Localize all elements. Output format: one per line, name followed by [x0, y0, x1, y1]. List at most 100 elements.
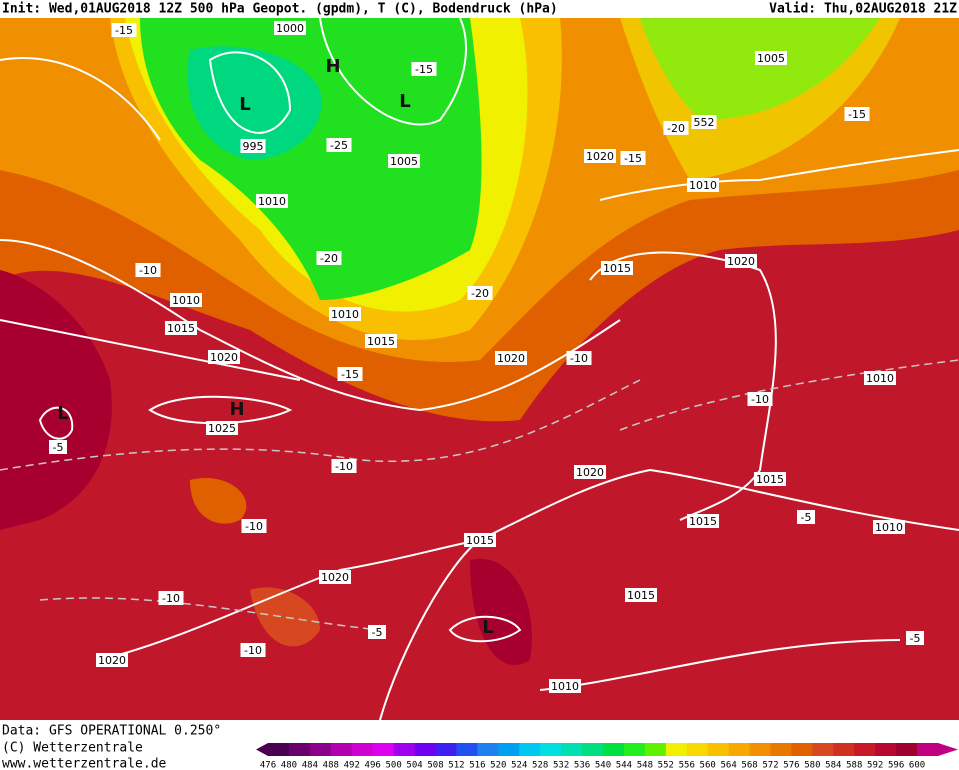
label-box	[365, 334, 397, 348]
legend-label: 556	[679, 761, 695, 770]
contour-label: -5	[372, 626, 383, 639]
label-box	[135, 263, 161, 277]
legend-swatch	[812, 743, 834, 756]
pressure-center: L	[57, 403, 68, 424]
legend-swatch	[728, 743, 751, 756]
legend-label: 548	[637, 761, 653, 770]
contour-label: -10	[335, 460, 353, 473]
contour-label: -15	[341, 368, 359, 381]
legend-label: 512	[448, 761, 464, 770]
pressure-center: H	[229, 399, 244, 420]
legend-label: 540	[595, 761, 611, 770]
legend-label: 524	[511, 761, 527, 770]
footer-copyright: (C) Wetterzentrale	[2, 741, 143, 756]
legend-swatch	[540, 743, 562, 756]
contour-label: -10	[162, 592, 180, 605]
legend-label: 576	[783, 761, 799, 770]
legend-label: 592	[867, 761, 883, 770]
contour-label: 1020	[586, 150, 614, 163]
label-box	[274, 21, 306, 35]
legend-swatch	[372, 743, 395, 756]
label-box	[620, 151, 646, 165]
legend-swatch	[603, 743, 625, 756]
label-box	[687, 178, 719, 192]
label-box	[797, 510, 815, 524]
map-labels: 1000 -15 H -15 L L 995 -25 1005 1010 -20 1010 1015 -2…	[49, 21, 924, 693]
legend-swatch	[707, 743, 730, 756]
label-box	[170, 293, 202, 307]
patch	[190, 478, 247, 524]
contour-label: -15	[415, 63, 433, 76]
contour-label: 995	[243, 140, 264, 153]
legend-label: 480	[281, 761, 297, 770]
contour-label: 1010	[258, 195, 286, 208]
legend-swatch	[561, 743, 583, 756]
contour-label: -10	[570, 352, 588, 365]
footer-data: Data: GFS OPERATIONAL 0.250°	[2, 724, 221, 739]
legend-swatch	[917, 743, 939, 756]
legend-swatch	[309, 743, 332, 756]
region-536	[187, 46, 322, 160]
label-box	[873, 520, 905, 534]
legend-label: 484	[302, 761, 318, 770]
label-box	[755, 51, 787, 65]
label-box	[206, 421, 238, 435]
legend-swatch	[896, 743, 918, 756]
contour-label: -10	[244, 644, 262, 657]
contour-label: 1010	[172, 294, 200, 307]
legend-label: 496	[365, 761, 381, 770]
contour-label: 1010	[866, 372, 894, 385]
legend-swatch	[582, 743, 604, 756]
header-valid: Valid: Thu,02AUG2018 21Z	[769, 2, 957, 17]
contour-label: 1025	[208, 422, 236, 435]
contour-label: -25	[330, 139, 348, 152]
label-box	[326, 138, 352, 152]
legend-swatch	[770, 743, 792, 756]
label-box	[411, 62, 437, 76]
contour-label: -15	[115, 24, 133, 37]
legend-swatch	[498, 743, 520, 756]
label-box	[368, 625, 386, 639]
label-box	[331, 459, 357, 473]
legend-label: 476	[260, 761, 276, 770]
region-552-east	[620, 18, 900, 180]
contour-label: -15	[848, 108, 866, 121]
legend-swatch	[330, 743, 353, 756]
legend-label: 500	[385, 761, 401, 770]
legend-swatch	[854, 743, 876, 756]
color-legend: 476 480 484 488 492 496 500 504 508 512 516 520 524 5…	[256, 743, 958, 770]
legend-arrow-left	[256, 743, 268, 756]
contour-label: 1015	[167, 322, 195, 335]
label-box	[584, 149, 616, 163]
legend-swatch	[268, 743, 290, 756]
label-box	[329, 307, 361, 321]
legend-label: 552	[658, 761, 674, 770]
patch	[470, 558, 532, 666]
legend-label: 584	[825, 761, 841, 770]
map: 1000 -15 H -15 L L 995 -25 1005 1010 -20 1010 1015 -2…	[0, 17, 959, 721]
isobar	[38, 395, 293, 440]
contour-label: -10	[139, 264, 157, 277]
contour-label: -5	[53, 441, 64, 454]
label-box	[549, 679, 581, 693]
label-box	[319, 570, 351, 584]
label-box	[687, 514, 719, 528]
contour-label: 1015	[689, 515, 717, 528]
legend-swatch	[456, 743, 478, 756]
contour-label: -20	[667, 122, 685, 135]
contour-label: 1010	[551, 680, 579, 693]
isobar	[379, 539, 901, 721]
label-box	[906, 631, 924, 645]
label-box	[165, 321, 197, 335]
contour-label: 1020	[210, 351, 238, 364]
label-box	[754, 472, 786, 486]
pressure-center: H	[325, 56, 340, 77]
label-box	[625, 588, 657, 602]
legend-swatch	[477, 743, 499, 756]
legend-label: 600	[909, 761, 925, 770]
legend-arrow-right	[938, 743, 958, 756]
contour-label: 1020	[497, 352, 525, 365]
legend-label: 536	[574, 761, 590, 770]
label-box	[111, 23, 137, 37]
